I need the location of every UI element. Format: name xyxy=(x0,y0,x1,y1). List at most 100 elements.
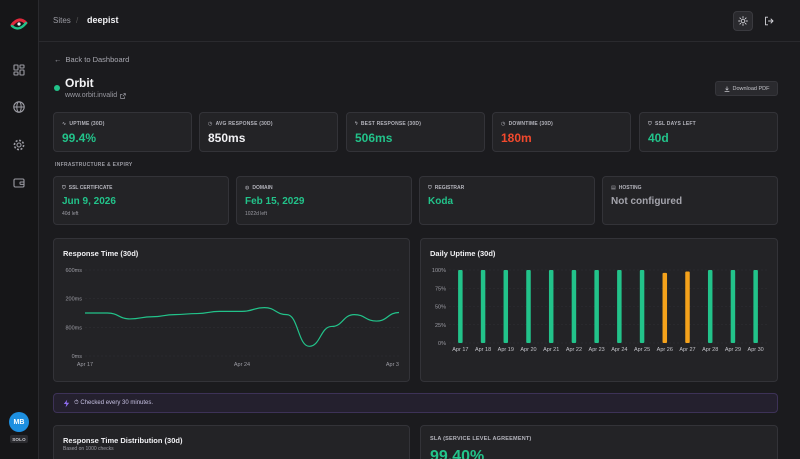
theme-toggle-button[interactable] xyxy=(733,11,753,31)
shield-icon: ⛉ xyxy=(62,185,66,191)
download-icon xyxy=(724,86,729,92)
infra-card-ssl: ⛉ SSL CERTIFICATE Jun 9, 2026 40d left xyxy=(53,176,229,225)
uptime-bar xyxy=(548,270,554,343)
stat-label: UPTIME (30D) xyxy=(69,121,105,127)
x-tick-label: Apr 29 xyxy=(725,347,741,353)
infra-card-hosting: ▤ HOSTING Not configured xyxy=(602,176,778,225)
server-icon: ▤ xyxy=(611,185,616,191)
infra-card-registrar: ⛉ REGISTRAR Koda xyxy=(419,176,595,225)
response-time-chart: 600ms 200ms 800ms 0ms Apr 17 Apr 24 Apr 3 xyxy=(65,268,400,368)
uptime-bar xyxy=(639,270,645,343)
logout-button[interactable] xyxy=(759,11,779,31)
sla-card: SLA (SERVICE LEVEL AGREEMENT) 99.40% xyxy=(420,425,778,459)
lightning-icon xyxy=(63,399,70,408)
infra-card-domain: ◍ DOMAIN Feb 15, 2029 1022d left xyxy=(236,176,412,225)
wallet-icon[interactable] xyxy=(12,176,26,190)
distribution-title: Response Time Distribution (30d) xyxy=(63,436,183,445)
stat-value: 40d xyxy=(648,131,669,145)
avatar[interactable]: MB xyxy=(9,412,29,432)
stat-label: DOWNTIME (30D) xyxy=(508,121,554,127)
stat-card-downtime: ◷ DOWNTIME (30D) 180m xyxy=(492,112,631,152)
x-tick-label: Apr 27 xyxy=(679,347,695,353)
x-tick-label: Apr 22 xyxy=(566,347,582,353)
daily-uptime-chart: 100% 75% 50% 25% 0% Apr 17 Apr 18 Apr 19 Apr 20 A… xyxy=(432,268,767,353)
stat-label: BEST RESPONSE (30D) xyxy=(360,121,422,127)
x-tick-label: Apr 26 xyxy=(657,347,673,353)
infra-value: Jun 9, 2026 xyxy=(62,196,116,207)
x-tick-label: Apr 18 xyxy=(475,347,491,353)
logout-icon xyxy=(765,16,774,26)
download-pdf-button[interactable]: Download PDF xyxy=(715,81,778,96)
globe-icon: ◍ xyxy=(245,185,250,191)
gear-icon[interactable] xyxy=(12,138,26,152)
x-tick-label: Apr 24 xyxy=(611,347,627,353)
y-tick-label: 800ms xyxy=(65,325,82,331)
download-pdf-label: Download PDF xyxy=(732,85,770,92)
shield-icon: ⛉ xyxy=(428,185,432,191)
check-interval-banner: ⏱ Checked every 30 minutes. xyxy=(53,393,778,413)
stat-label: SSL DAYS LEFT xyxy=(654,121,696,127)
y-tick-label: 25% xyxy=(435,323,446,329)
dashboard-icon[interactable] xyxy=(12,63,26,77)
uptime-bar xyxy=(480,270,486,343)
shield-icon: ⛉ xyxy=(648,121,652,127)
x-tick-label: Apr 24 xyxy=(234,362,250,368)
sidebar: MB SOLO xyxy=(0,0,39,459)
stat-value: 850ms xyxy=(208,131,246,145)
uptime-bar xyxy=(526,270,531,343)
pulse-icon: ∿ xyxy=(62,121,67,127)
uptime-bar xyxy=(571,270,577,343)
sla-label: SLA (SERVICE LEVEL AGREEMENT) xyxy=(430,436,532,442)
arrow-left-icon: ← xyxy=(54,55,62,64)
site-url-link[interactable]: www.orbit.invalid xyxy=(65,92,126,99)
logo-icon[interactable] xyxy=(10,14,28,32)
clock-icon: ◷ xyxy=(501,121,506,127)
chart-title: Daily Uptime (30d) xyxy=(430,249,496,258)
x-tick-label: Apr 19 xyxy=(498,347,514,353)
site-name: Orbit xyxy=(65,76,94,90)
infra-label: REGISTRAR xyxy=(434,185,465,191)
infra-value: Feb 15, 2029 xyxy=(245,196,305,207)
y-tick-label: 200ms xyxy=(65,297,82,303)
y-tick-label: 50% xyxy=(435,305,446,311)
globe-icon[interactable] xyxy=(12,100,26,114)
uptime-bar xyxy=(730,270,736,343)
external-link-icon xyxy=(120,92,126,99)
plan-badge: SOLO xyxy=(10,435,28,443)
stat-value: 506ms xyxy=(355,131,393,145)
response-time-chart-card: Response Time (30d) 600ms 200ms 800ms 0ms Ap… xyxy=(53,238,410,382)
stat-value: 180m xyxy=(501,131,532,145)
breadcrumb-current: deepist xyxy=(87,15,119,25)
stat-card-ssl-days: ⛉ SSL DAYS LEFT 40d xyxy=(639,112,778,152)
infra-label: HOSTING xyxy=(618,185,642,191)
sun-icon xyxy=(738,16,748,26)
stat-card-avg-response: ◷ AVG RESPONSE (30D) 850ms xyxy=(199,112,338,152)
infra-value: Koda xyxy=(428,196,453,207)
y-tick-label: 0ms xyxy=(72,354,83,360)
clock-icon: ◷ xyxy=(208,121,213,127)
infra-label: DOMAIN xyxy=(252,185,273,191)
response-distribution-card: Response Time Distribution (30d) Based o… xyxy=(53,425,410,459)
x-tick-label: Apr 17 xyxy=(77,362,93,368)
stat-value: 99.4% xyxy=(62,131,97,145)
x-tick-label: Apr 30 xyxy=(748,347,764,353)
breadcrumb-sites[interactable]: Sites xyxy=(53,16,71,25)
uptime-bar xyxy=(458,270,463,343)
lightning-icon: ϟ xyxy=(355,121,358,127)
status-indicator xyxy=(54,85,60,91)
sla-value: 99.40% xyxy=(430,448,485,459)
breadcrumb-separator: / xyxy=(76,16,79,25)
x-tick-label: Apr 20 xyxy=(520,347,536,353)
stat-card-best-response: ϟ BEST RESPONSE (30D) 506ms xyxy=(346,112,485,152)
uptime-bar xyxy=(594,270,599,343)
top-bar: Sites / deepist xyxy=(39,0,800,42)
x-tick-label: Apr 23 xyxy=(589,347,605,353)
back-to-dashboard-link[interactable]: ← Back to Dashboard xyxy=(54,55,129,64)
back-link-label: Back to Dashboard xyxy=(65,55,130,64)
banner-text: ⏱ Checked every 30 minutes. xyxy=(74,400,154,406)
uptime-bar xyxy=(753,270,758,343)
stat-card-uptime: ∿ UPTIME (30D) 99.4% xyxy=(53,112,192,152)
uptime-bar xyxy=(662,272,668,343)
distribution-subtitle: Based on 1000 checks xyxy=(63,446,114,452)
uptime-bar xyxy=(707,270,713,343)
